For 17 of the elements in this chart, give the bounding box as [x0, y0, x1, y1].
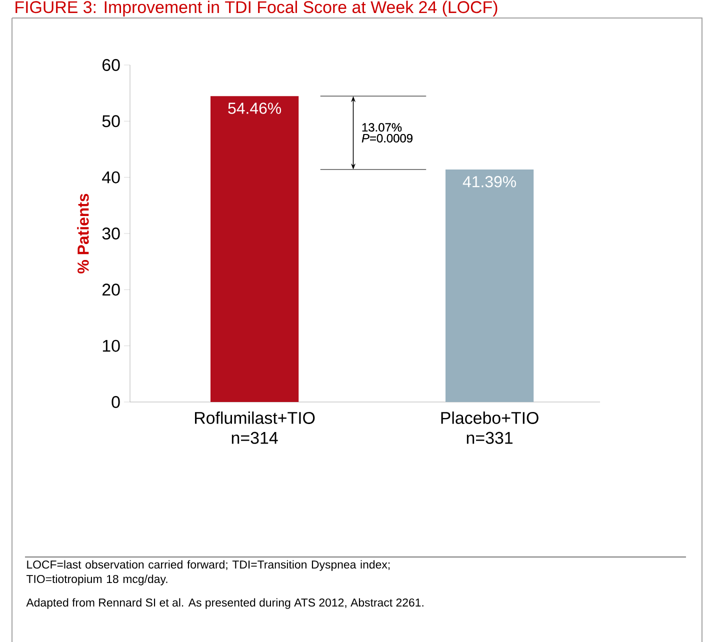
y-axis-title: % Patients [77, 194, 89, 274]
annotation: P=0.0009 [362, 134, 412, 142]
y-tick-label: 30 [102, 228, 120, 240]
text: Adapted from Rennard SI et al. As presented during ATS 2012, Abstract 2261. [26, 598, 424, 609]
y-tick-label: 10 [102, 340, 120, 352]
x-tick-label: Roflumilast+TIO n=314 [195, 412, 315, 444]
text: LOCF=last observation carried forward; TDI=Transition Dyspnea index; TIO=tiotropium 18 mcg/day. [26, 560, 390, 586]
y-tick-label: 0 [112, 396, 120, 408]
y-tick-label: 20 [102, 284, 120, 296]
y-tick-label: 40 [102, 171, 120, 184]
annotation: 13.07% [362, 123, 402, 132]
chart-title: FIGURE 3: Improvement in TDI Focal Score at Week 24 (LOCF) [16, 0, 498, 16]
x-tick-label: Placebo+TIO n=331 [441, 412, 538, 444]
y-tick-label: 50 [102, 115, 120, 128]
data-label: 41.39% [462, 176, 516, 188]
y-tick-label: 60 [102, 59, 120, 72]
data-label: 54.46% [228, 102, 282, 114]
